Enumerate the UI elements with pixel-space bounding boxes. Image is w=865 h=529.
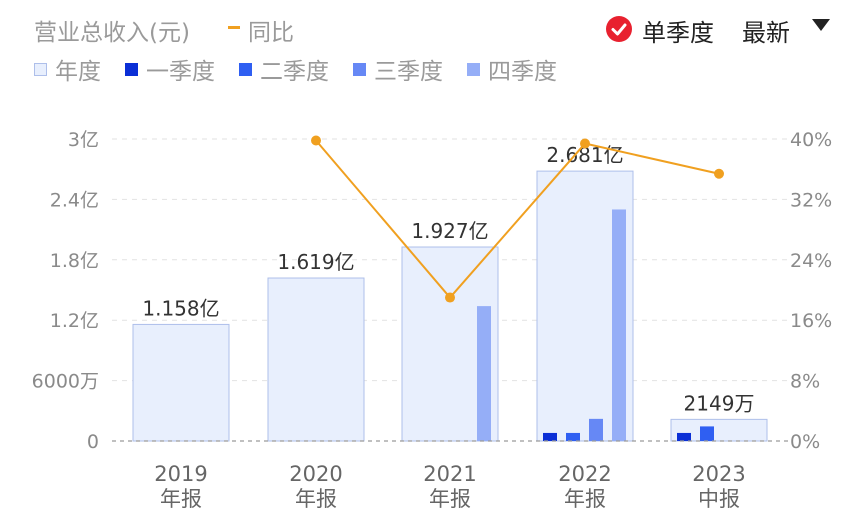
sort-select[interactable]: 最新 — [742, 19, 790, 47]
x-tick-label: 年报 — [295, 487, 337, 511]
legend-swatch — [239, 62, 252, 76]
legend-label: 一季度 — [146, 59, 215, 85]
data-label: 1.927亿 — [411, 219, 488, 243]
quarter-bar — [589, 418, 603, 441]
annual-bar — [132, 323, 230, 442]
legend-item[interactable]: 年度 — [34, 52, 101, 86]
x-tick-label: 2020 — [289, 462, 342, 486]
annual-bar — [670, 418, 768, 442]
legend-item[interactable]: 三季度 — [353, 52, 443, 86]
y-tick-label: 6000万 — [32, 371, 99, 393]
y2-tick-label: 40% — [790, 129, 832, 151]
data-label: 1.158亿 — [142, 296, 219, 320]
quarter-bar — [566, 432, 580, 441]
x-tick-label: 年报 — [429, 487, 471, 511]
y-tick-label: 0 — [87, 431, 99, 453]
yoy-point — [714, 168, 724, 179]
legend-swatch — [353, 62, 366, 76]
legend-label: 年度 — [55, 59, 101, 85]
caret-down-icon[interactable] — [812, 19, 830, 31]
x-tick-label: 2022 — [558, 462, 611, 486]
yoy-point — [580, 138, 590, 149]
chart-header: 营业总收入(元) 同比 单季度 最新 年度 一季度 二季度 三季度 四季度 — [0, 0, 865, 90]
x-tick-label: 年报 — [564, 487, 606, 511]
y2-tick-label: 16% — [790, 310, 832, 332]
y2-tick-label: 0% — [790, 431, 820, 453]
yoy-point — [445, 292, 455, 303]
legend-label: 三季度 — [374, 59, 443, 85]
legend-swatch — [467, 62, 480, 76]
x-tick-label: 中报 — [698, 487, 740, 511]
x-tick-label: 2023 — [692, 462, 745, 486]
y-tick-label: 3亿 — [68, 129, 99, 151]
quarter-bar — [700, 426, 714, 441]
yoy-legend-marker — [228, 26, 240, 29]
y2-tick-label: 8% — [790, 371, 820, 393]
x-tick-label: 2019 — [154, 462, 207, 486]
yoy-line — [315, 139, 720, 300]
legend-item[interactable]: 四季度 — [467, 52, 557, 86]
legend-label: 四季度 — [488, 59, 557, 85]
x-tick-label: 年报 — [160, 487, 202, 511]
chart-legend: 年度 一季度 二季度 三季度 四季度 — [34, 52, 581, 86]
y-tick-label: 1.2亿 — [50, 310, 99, 332]
check-circle-icon[interactable] — [606, 16, 632, 42]
annual-bar — [267, 277, 365, 442]
yoy-legend-label: 同比 — [248, 20, 294, 46]
quarter-bar — [477, 306, 491, 441]
x-tick-label: 2021 — [423, 462, 476, 486]
chart-title: 营业总收入(元) — [34, 20, 190, 46]
y-tick-label: 2.4亿 — [50, 189, 99, 211]
y2-tick-label: 24% — [790, 250, 832, 272]
y2-tick-label: 32% — [790, 189, 832, 211]
quarter-bar — [612, 209, 626, 441]
yoy-point — [311, 135, 321, 146]
data-label: 1.619亿 — [277, 250, 354, 274]
y-tick-label: 1.8亿 — [50, 250, 99, 272]
data-label: 2149万 — [684, 391, 755, 415]
legend-item[interactable]: 二季度 — [239, 52, 329, 86]
quarter-bar — [677, 432, 691, 441]
legend-label: 二季度 — [260, 59, 329, 85]
legend-swatch — [34, 62, 47, 76]
legend-swatch — [125, 62, 138, 76]
quarter-bar — [543, 432, 557, 441]
legend-item[interactable]: 一季度 — [125, 52, 215, 86]
single-quarter-toggle-label[interactable]: 单季度 — [642, 19, 714, 47]
